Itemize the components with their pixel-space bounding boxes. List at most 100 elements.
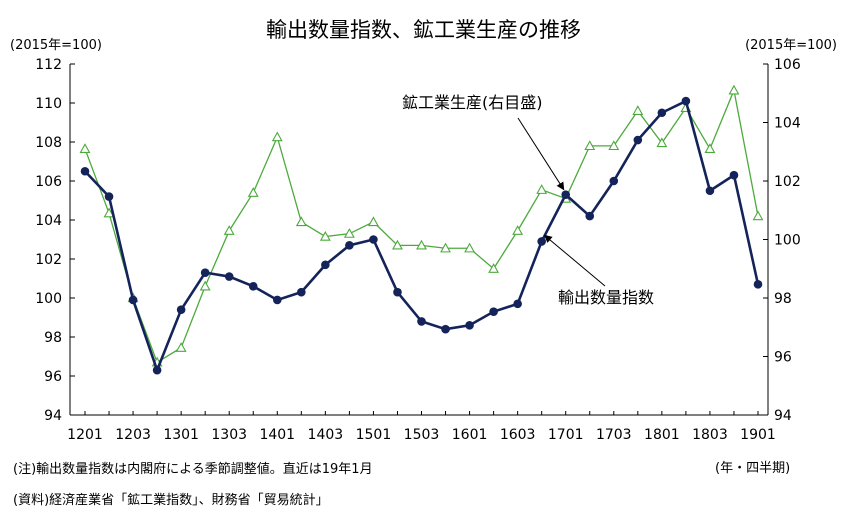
- x-tick-label: 1703: [596, 427, 632, 443]
- left-tick-label: 110: [35, 96, 62, 112]
- export-point: [297, 287, 306, 297]
- right-axis-unit: (2015年=100): [745, 38, 837, 53]
- export-point: [417, 317, 426, 326]
- export-point: [513, 299, 522, 309]
- right-tick-label: 104: [774, 116, 801, 132]
- production-point: [656, 137, 668, 148]
- production-point: [79, 143, 91, 153]
- export-point: [369, 235, 378, 244]
- left-tick-label: 98: [44, 330, 62, 346]
- export-point: [681, 96, 691, 106]
- export-point: [345, 241, 354, 250]
- production-leader: [517, 117, 565, 191]
- production-point: [103, 207, 115, 218]
- production-label: 鉱工業生産(右目盛): [402, 93, 543, 112]
- x-tick-labels: 1201 1203 1301 1303 1401 1403 1501 1503 1601 1603…: [67, 411, 776, 443]
- export-point: [200, 268, 210, 277]
- export-point: [128, 295, 138, 305]
- production-point: [440, 242, 451, 253]
- export-point: [705, 186, 715, 196]
- production-point: [319, 230, 331, 241]
- x-tick-label: 1501: [356, 427, 392, 443]
- left-tick-label: 102: [35, 252, 62, 268]
- left-tick-label: 96: [44, 369, 62, 385]
- export-point: [224, 272, 234, 281]
- x-tick-label: 1803: [692, 427, 728, 443]
- left-tick-labels: 94 96 98 100 102 104 106 108 110 112: [35, 57, 75, 424]
- x-tick-label: 1201: [67, 427, 103, 443]
- export-point: [441, 324, 450, 334]
- export-point: [489, 307, 498, 316]
- x-tick-label: 1901: [740, 427, 776, 443]
- export-point: [657, 108, 667, 118]
- annotations: 鉱工業生産(右目盛) 輸出数量指数: [402, 93, 654, 307]
- export-point: [393, 287, 402, 297]
- left-tick-label: 94: [44, 408, 62, 424]
- x-tick-label: 1603: [500, 427, 536, 443]
- x-tick-label: 1801: [644, 427, 680, 443]
- production-point: [247, 187, 259, 197]
- export-point: [609, 176, 619, 186]
- production-point: [295, 216, 307, 227]
- production-point: [488, 263, 500, 273]
- export-point: [465, 321, 474, 330]
- right-tick-label: 100: [774, 233, 801, 249]
- chart-title: 輸出数量指数、鉱工業生産の推移: [266, 18, 581, 42]
- production-point: [416, 239, 427, 250]
- x-tick-label: 1701: [548, 427, 584, 443]
- export-leader: [543, 234, 606, 287]
- export-line: [84, 99, 760, 374]
- right-tick-labels: 94 96 98 100 102 104 106: [763, 57, 801, 424]
- x-tick-label: 1503: [404, 427, 440, 443]
- production-series: [79, 84, 764, 367]
- export-point: [321, 260, 330, 270]
- x-axis-unit: (年・四半期): [715, 461, 791, 476]
- export-point: [585, 211, 595, 221]
- export-point: [729, 170, 739, 180]
- production-point: [584, 140, 596, 151]
- export-point: [80, 166, 90, 176]
- x-tick-label: 1203: [115, 427, 151, 443]
- production-point: [223, 225, 235, 235]
- left-axis-unit: (2015年=100): [10, 38, 102, 53]
- production-point: [392, 239, 403, 250]
- production-point: [464, 242, 476, 253]
- production-point: [512, 225, 524, 235]
- production-point: [271, 131, 283, 142]
- right-tick-label: 102: [774, 174, 801, 190]
- export-point: [537, 237, 546, 246]
- left-tick-label: 100: [35, 291, 62, 307]
- footnote: (注)輸出数量指数は内閣府による季節調整値。直近は19年1月: [13, 462, 373, 477]
- left-tick-label: 112: [35, 57, 62, 73]
- left-tick-label: 104: [35, 213, 62, 229]
- production-point: [536, 184, 548, 194]
- x-tick-label: 1403: [308, 427, 344, 443]
- production-point: [704, 143, 716, 153]
- production-point: [175, 342, 187, 352]
- right-tick-label: 96: [774, 350, 792, 366]
- export-point: [633, 135, 643, 145]
- export-point: [248, 282, 258, 291]
- production-point: [367, 216, 379, 227]
- left-tick-label: 106: [35, 174, 62, 190]
- export-point: [753, 280, 763, 289]
- right-tick-label: 98: [774, 291, 792, 307]
- export-series: [80, 96, 763, 375]
- left-tick-label: 108: [35, 135, 62, 151]
- export-point: [272, 295, 282, 305]
- x-tick-label: 1601: [452, 427, 488, 443]
- production-point: [752, 210, 764, 221]
- source-note: (資料)経済産業省「鉱工業指数」、財務省「貿易統計」: [13, 493, 329, 508]
- production-point: [343, 228, 355, 238]
- x-tick-label: 1401: [259, 427, 295, 443]
- x-tick-label: 1301: [163, 427, 199, 443]
- production-point: [608, 140, 620, 151]
- export-point: [561, 190, 571, 199]
- right-tick-label: 94: [774, 408, 792, 424]
- production-point: [632, 105, 644, 115]
- export-point: [176, 305, 186, 315]
- export-point: [152, 365, 162, 375]
- production-point: [728, 84, 740, 95]
- export-point: [104, 192, 114, 201]
